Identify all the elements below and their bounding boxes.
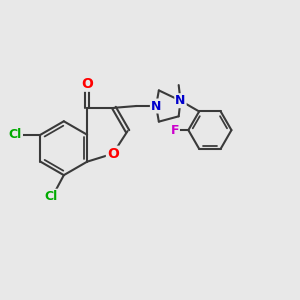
Text: O: O: [81, 77, 93, 91]
Text: N: N: [175, 94, 186, 107]
Text: N: N: [151, 100, 161, 112]
Text: Cl: Cl: [44, 190, 58, 203]
Text: Cl: Cl: [9, 128, 22, 141]
Text: F: F: [170, 124, 179, 136]
Text: O: O: [107, 147, 119, 161]
